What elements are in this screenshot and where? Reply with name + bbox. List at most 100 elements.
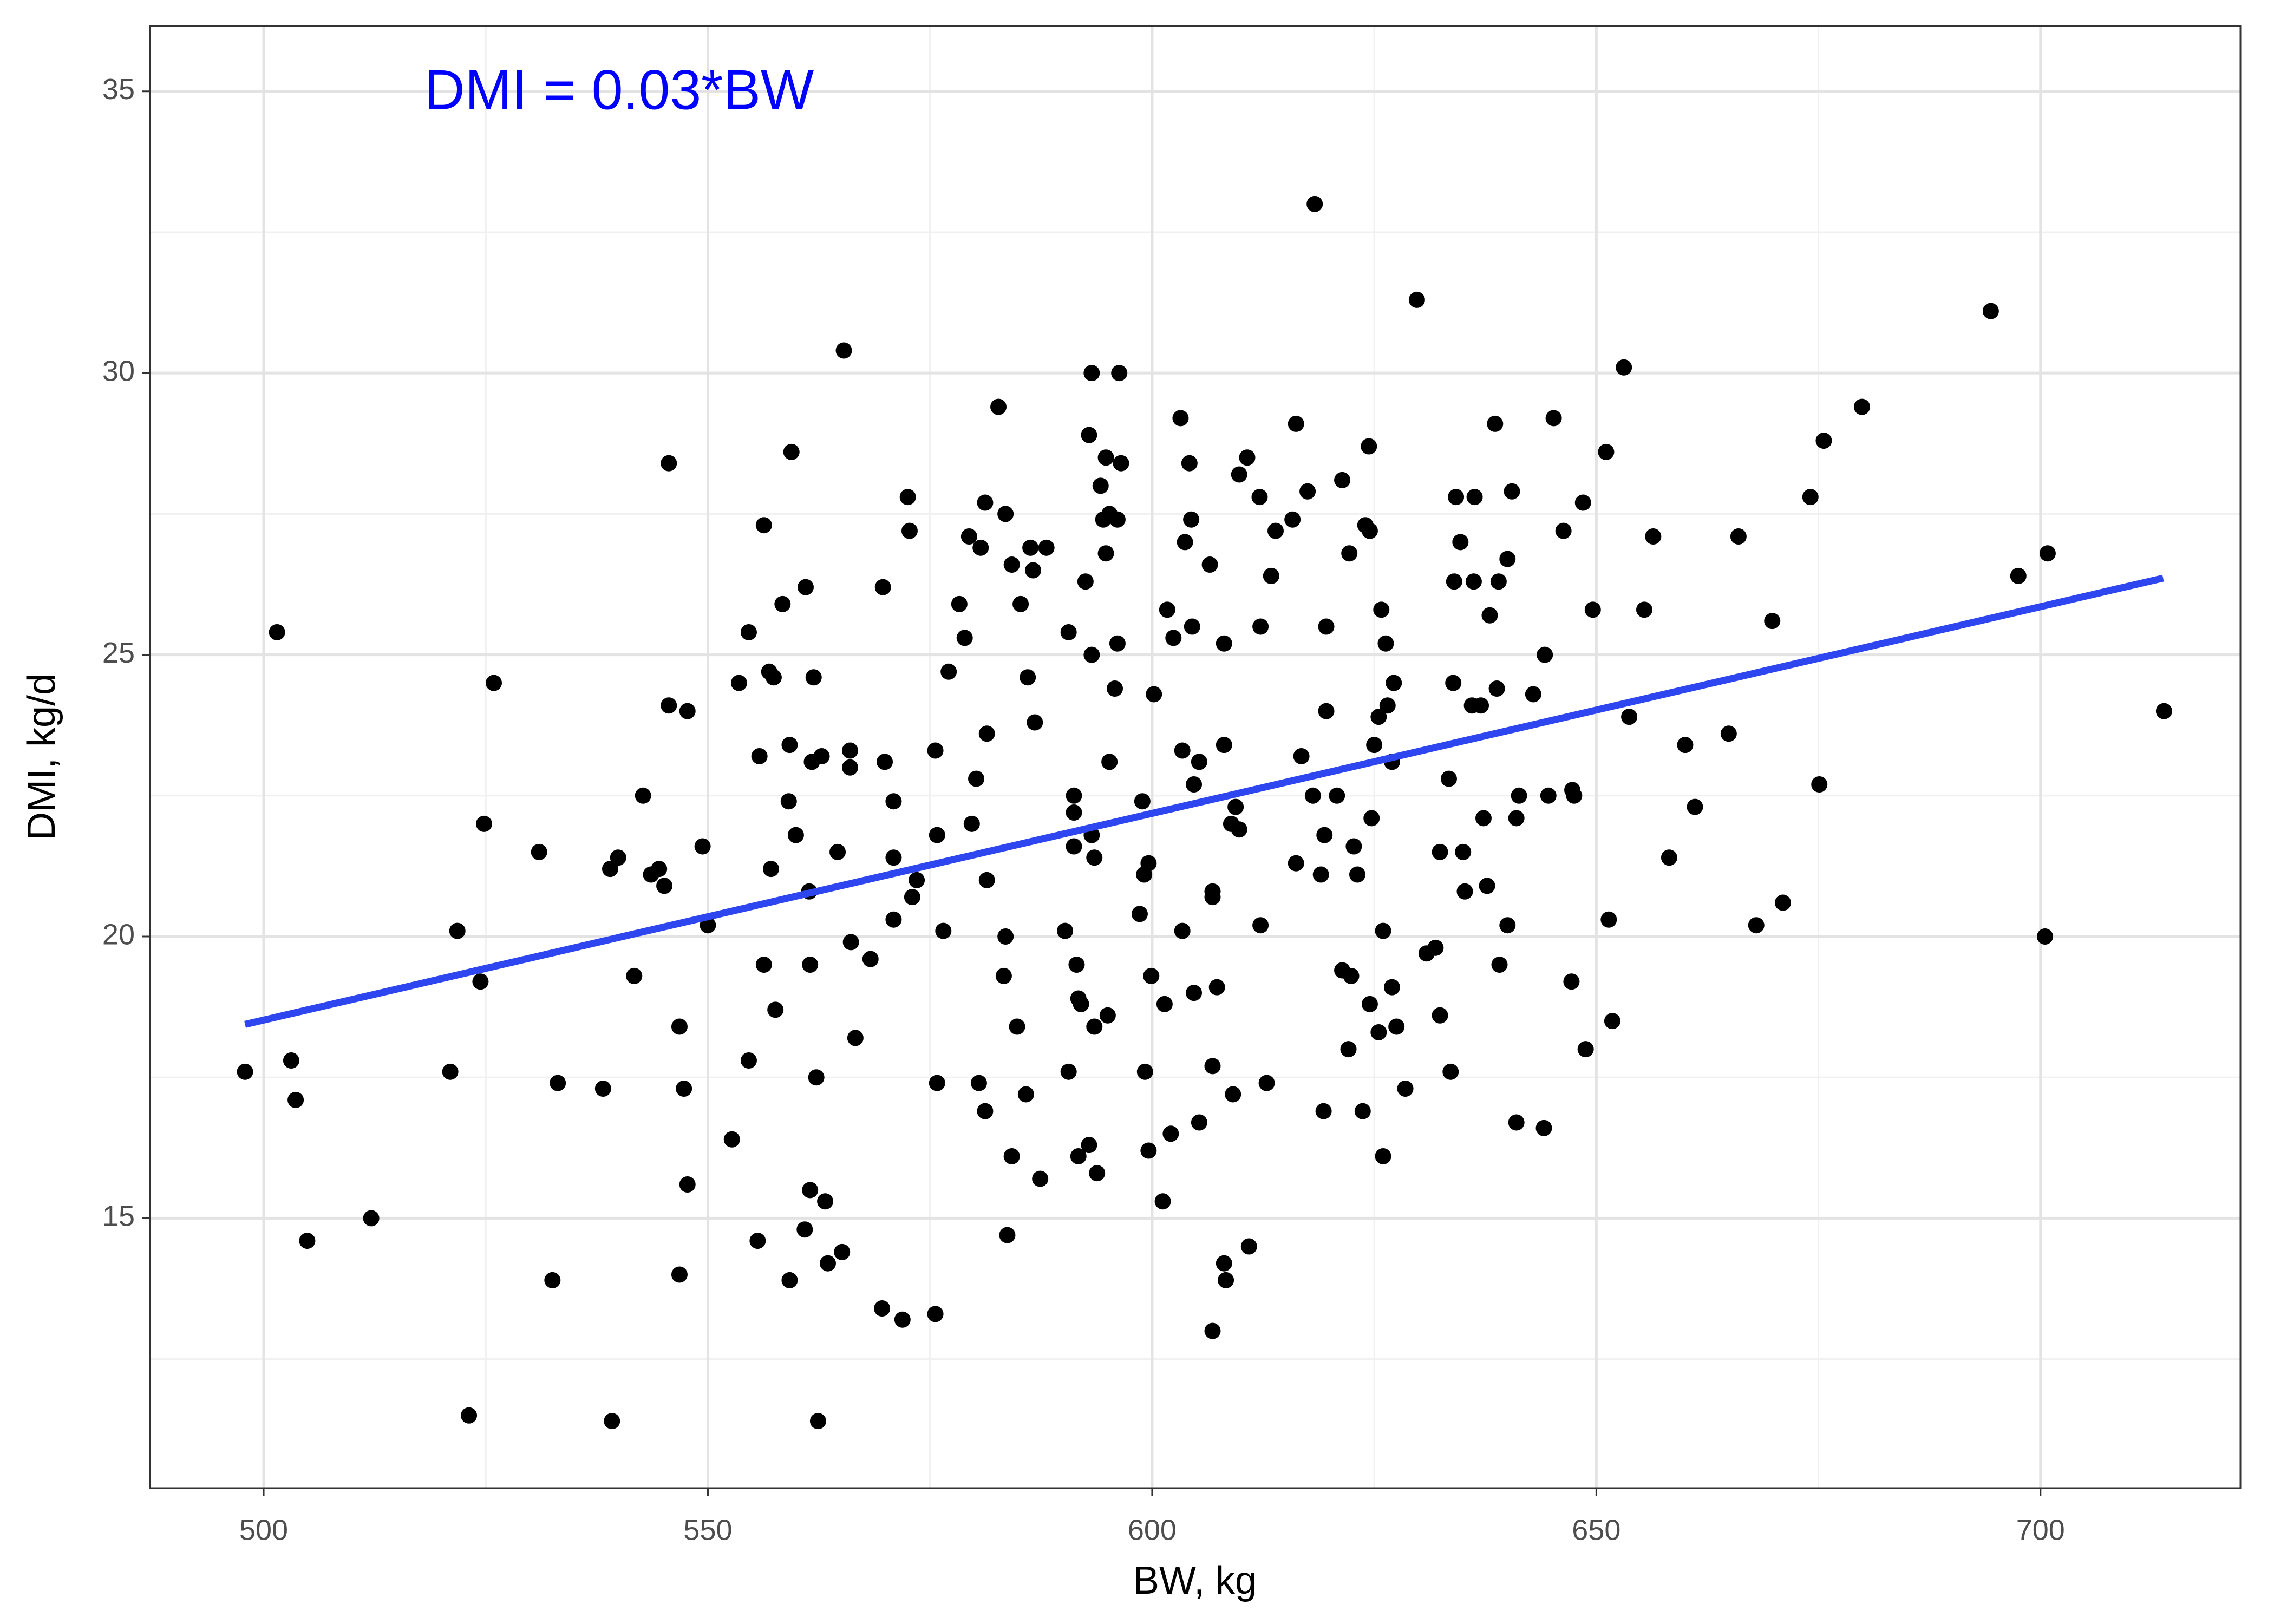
point — [1473, 697, 1489, 714]
point — [475, 815, 492, 832]
point — [1003, 1148, 1020, 1164]
point — [1020, 669, 1036, 686]
point — [2155, 703, 2172, 719]
point — [1032, 1170, 1049, 1187]
point — [977, 494, 994, 511]
point — [730, 675, 747, 691]
point — [1201, 556, 1218, 573]
point — [1377, 635, 1394, 652]
point — [940, 663, 957, 680]
point — [1375, 1148, 1391, 1164]
point — [1584, 601, 1601, 618]
point — [899, 489, 916, 506]
point — [842, 742, 859, 759]
point — [1334, 472, 1351, 488]
point — [1181, 455, 1198, 472]
grid — [150, 26, 2240, 1488]
point — [1143, 967, 1160, 984]
point — [1379, 697, 1396, 714]
point — [472, 973, 489, 990]
point — [1504, 483, 1520, 500]
fit-line — [244, 574, 2164, 1028]
point — [1003, 556, 1020, 573]
point — [929, 827, 945, 843]
point — [287, 1091, 304, 1108]
point — [1073, 996, 1089, 1012]
point — [1165, 630, 1182, 646]
point — [951, 595, 968, 612]
point — [1156, 996, 1173, 1012]
point — [1159, 601, 1175, 618]
point — [1204, 1058, 1221, 1075]
point — [834, 1243, 851, 1260]
point — [694, 838, 711, 855]
point — [1465, 573, 1482, 590]
point — [442, 1063, 459, 1080]
point — [1312, 866, 1329, 883]
point — [904, 889, 920, 906]
point — [1174, 742, 1191, 759]
point — [1216, 635, 1232, 652]
point — [1140, 855, 1157, 872]
point — [1113, 455, 1129, 472]
point — [1383, 979, 1400, 996]
point — [1445, 675, 1462, 691]
point — [1764, 613, 1781, 630]
point — [1361, 996, 1378, 1012]
point — [977, 1103, 994, 1119]
point — [874, 579, 891, 595]
point — [269, 624, 285, 640]
point — [1511, 787, 1527, 804]
point — [1316, 827, 1333, 843]
point — [1027, 714, 1043, 731]
point — [927, 742, 944, 759]
point — [1263, 567, 1279, 584]
point — [1099, 1007, 1116, 1024]
point — [1677, 737, 1694, 754]
point — [1066, 787, 1082, 804]
point — [1225, 1086, 1241, 1103]
point — [809, 1413, 826, 1430]
point — [1083, 365, 1100, 382]
point — [1216, 737, 1232, 754]
point — [1815, 433, 1832, 449]
point — [929, 1075, 945, 1091]
point — [978, 725, 995, 742]
y-tick-label: 30 — [102, 355, 135, 387]
point — [970, 1075, 987, 1091]
point — [999, 1227, 1016, 1243]
point — [1479, 878, 1495, 894]
point — [299, 1233, 316, 1249]
point — [877, 754, 893, 770]
point — [847, 1030, 864, 1046]
point — [1545, 410, 1562, 427]
point — [1111, 365, 1128, 382]
point — [997, 506, 1014, 522]
point — [927, 1306, 944, 1322]
point — [1452, 534, 1469, 551]
point — [1370, 709, 1387, 725]
point — [1109, 511, 1126, 528]
point — [1208, 979, 1225, 996]
point — [1306, 195, 1323, 212]
point — [1318, 703, 1335, 719]
point — [995, 967, 1012, 984]
point — [1687, 798, 1703, 815]
point — [1186, 776, 1203, 793]
point — [1455, 843, 1472, 860]
axes: 500 550 600 650 700 15 20 25 30 35 — [102, 73, 2065, 1546]
point — [1373, 601, 1390, 618]
point — [1636, 601, 1652, 618]
point — [461, 1407, 478, 1424]
point — [781, 737, 798, 754]
point — [997, 928, 1014, 945]
point — [2010, 567, 2027, 584]
point — [237, 1063, 253, 1080]
point — [1499, 551, 1516, 567]
point — [1499, 917, 1516, 934]
point — [1216, 1255, 1232, 1272]
point — [1315, 1103, 1332, 1119]
point — [909, 872, 925, 888]
point — [1304, 787, 1321, 804]
point — [762, 861, 779, 878]
